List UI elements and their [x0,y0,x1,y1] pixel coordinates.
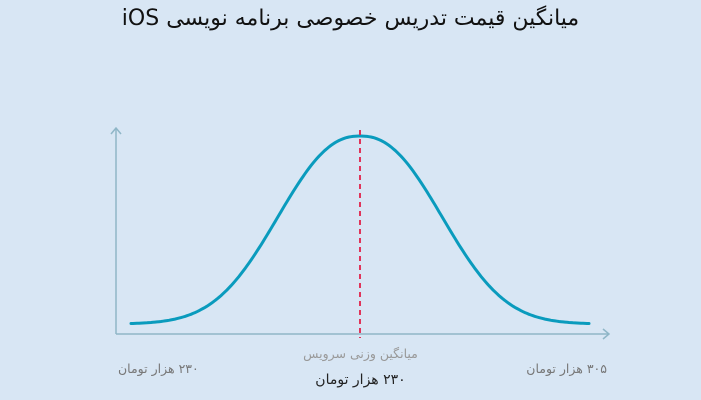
mean-value-label: ۲۳۰ هزار تومان [315,372,406,388]
y-axis-arrow [110,126,122,135]
chart-axes [110,126,611,340]
x-max-label: ۳۰۵ هزار تومان [526,361,607,376]
mean-caption: میانگین وزنی سرویس [303,346,418,361]
chart-title: میانگین قیمت تدریس خصوصی برنامه نویسی iO… [121,6,580,31]
x-axis-arrow [602,328,611,340]
distribution-curve [129,134,591,325]
x-min-label: ۲۳۰ هزار تومان [118,361,199,376]
